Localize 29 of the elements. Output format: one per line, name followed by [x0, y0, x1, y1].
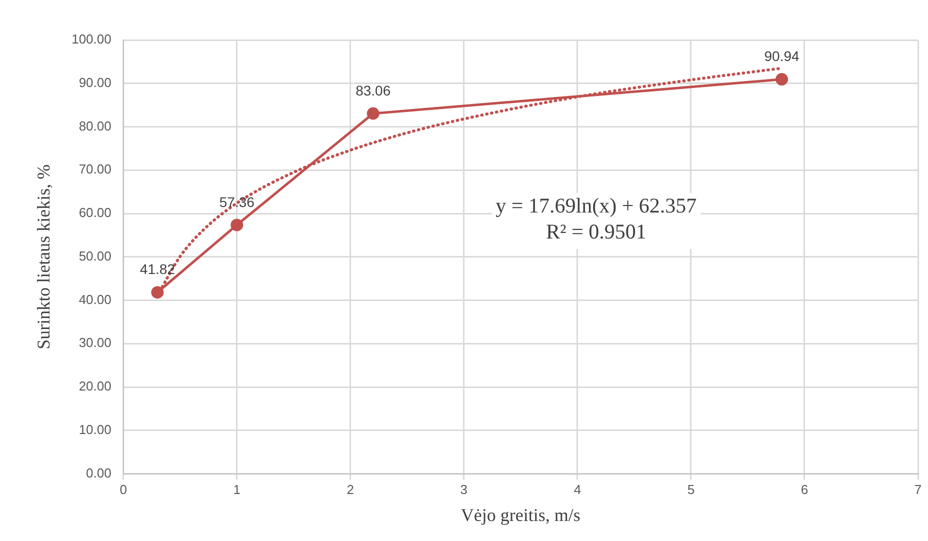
x-tick-label: 2	[346, 482, 354, 498]
y-tick-label: 10.00	[78, 422, 112, 437]
x-tick-label: 0	[120, 482, 127, 498]
y-tick-label: 60.00	[78, 205, 112, 220]
x-axis-title: Vėjo greitis, m/s	[460, 504, 580, 525]
y-tick-label: 40.00	[78, 292, 112, 307]
x-tick-label: 6	[800, 482, 808, 498]
x-tick-label: 3	[460, 482, 468, 498]
point	[151, 286, 164, 299]
x-tick-label: 7	[914, 482, 922, 498]
data-label: 83.06	[356, 82, 391, 98]
y-tick-label: 30.00	[78, 335, 112, 350]
y-tick-label: 70.00	[78, 162, 112, 177]
y-tick-label: 90.00	[78, 74, 112, 90]
x-tick-label: 5	[687, 482, 695, 498]
point	[776, 73, 788, 86]
x-tick-label: 1	[233, 482, 240, 498]
data-label: 90.94	[764, 48, 800, 64]
y-tick-label: 0.00	[86, 465, 112, 480]
point	[366, 107, 380, 120]
y-tick-label: 100.00	[72, 32, 112, 47]
y-tick-label: 20.00	[78, 378, 112, 394]
y-axis-title: Surinkto lietaus kiekis, %	[34, 164, 54, 350]
y-tick-label: 80.00	[78, 118, 112, 134]
annotation: y = 17.69ln(x) + 62.357 R² = 0.9501	[496, 194, 697, 244]
y-tick-label: 50.00	[78, 248, 112, 264]
x-tick-label: 4	[574, 482, 582, 498]
data-label: 41.82	[140, 261, 176, 278]
point	[230, 218, 244, 232]
